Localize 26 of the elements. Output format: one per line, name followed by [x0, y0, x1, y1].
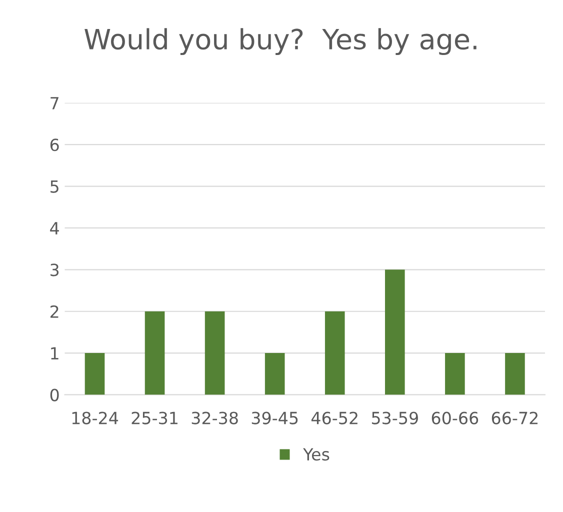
x-tick-label: 46-52 [311, 412, 358, 424]
legend-label: Yes [303, 448, 330, 461]
bar [144, 311, 165, 395]
x-tick-label: 18-24 [72, 412, 118, 424]
bar [505, 353, 525, 395]
x-tick-label: 53-59 [372, 412, 418, 424]
y-tick-label: 1 [51, 347, 58, 360]
x-tick-label: 39-45 [252, 412, 298, 424]
y-tick-label: 5 [50, 180, 58, 193]
chart-title: Would you buy? Yes by age. [84, 28, 476, 56]
bar [324, 311, 345, 395]
x-tick-label: 32-38 [192, 412, 238, 424]
y-tick-label: 7 [50, 97, 58, 110]
x-tick-label: 66-72 [492, 412, 538, 424]
bar [264, 353, 285, 395]
bar [204, 311, 225, 395]
y-tick-label: 0 [50, 388, 59, 402]
bar [445, 353, 465, 395]
x-tick-label: 25-31 [132, 412, 178, 424]
y-tick-label: 3 [50, 264, 59, 276]
x-tick-label: 60-66 [432, 412, 478, 424]
y-tick-label: 6 [50, 138, 59, 152]
bar [84, 353, 105, 395]
y-tick-label: 2 [50, 305, 58, 318]
y-tick-label: 4 [50, 222, 59, 234]
bar [385, 270, 405, 395]
